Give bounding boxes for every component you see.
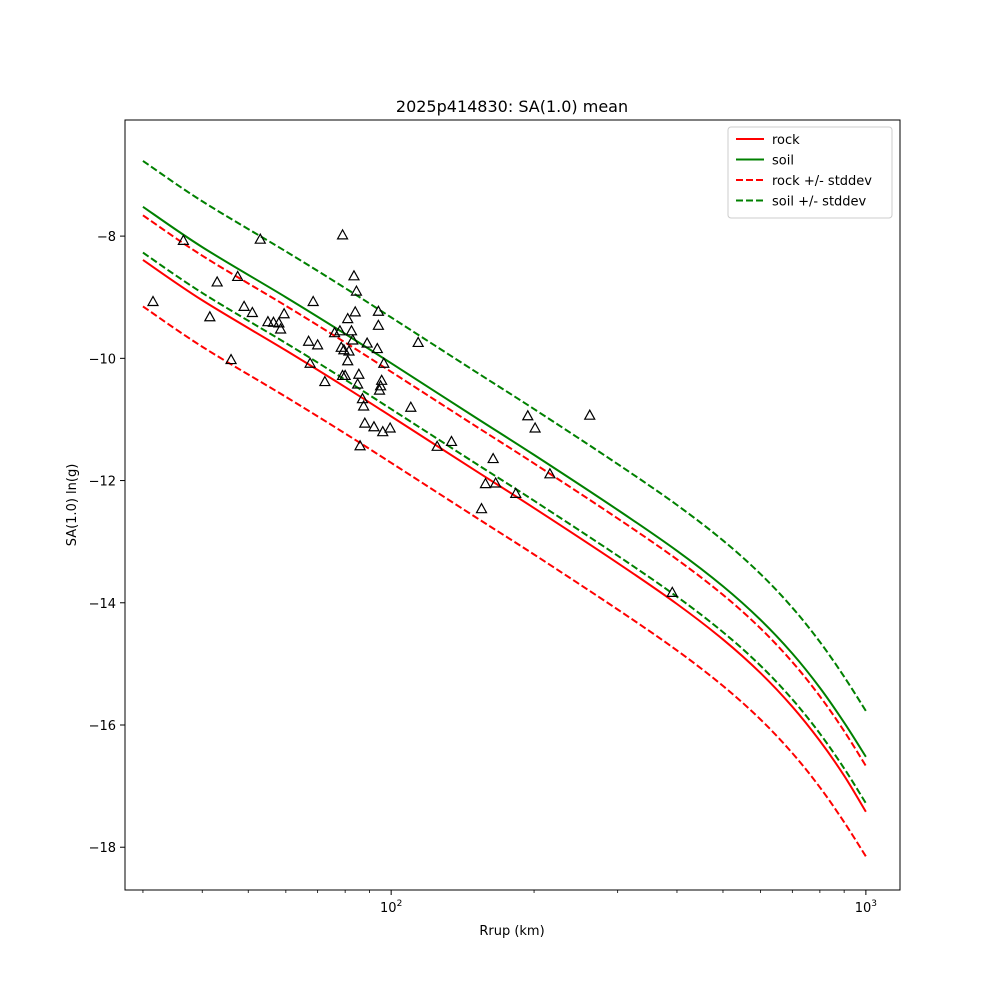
observation-point xyxy=(307,295,320,307)
observation-point xyxy=(341,312,354,324)
chart-title: 2025p414830: SA(1.0) mean xyxy=(396,97,628,116)
observation-point xyxy=(342,344,356,356)
observation-point xyxy=(346,333,359,345)
observation-points xyxy=(146,228,679,597)
y-tick-label: −14 xyxy=(89,597,116,612)
observation-point xyxy=(341,354,354,366)
observation-point xyxy=(357,399,370,411)
observation-point xyxy=(489,476,502,488)
observation-point xyxy=(374,379,387,391)
observation-point xyxy=(349,305,362,317)
observation-point xyxy=(351,377,364,389)
observation-point xyxy=(666,586,679,597)
observation-point xyxy=(246,306,259,318)
observation-point xyxy=(412,336,425,348)
observation-point xyxy=(203,310,216,322)
observation-point xyxy=(347,269,361,281)
legend-label-soil: soil xyxy=(772,154,794,169)
legend: rock soil rock +/- stddev soil +/- stddev xyxy=(727,126,893,219)
y-axis-label: SA(1.0) ln(g) xyxy=(65,464,80,547)
observation-point xyxy=(361,336,374,348)
observation-point xyxy=(345,324,358,336)
series-line-3 xyxy=(142,305,867,857)
plot-frame xyxy=(124,119,901,891)
observation-point xyxy=(238,300,251,311)
observation-point xyxy=(371,342,384,354)
x-axis-label: Rrup (km) xyxy=(479,924,544,939)
observation-point xyxy=(350,284,363,296)
observation-point xyxy=(475,502,488,514)
series-line-1-soil xyxy=(142,205,867,758)
observation-point xyxy=(583,408,596,420)
observation-point xyxy=(521,409,534,421)
observation-point xyxy=(311,338,324,350)
observation-point xyxy=(543,467,556,479)
observation-point xyxy=(372,319,385,330)
observation-point xyxy=(367,420,380,432)
observation-point xyxy=(274,322,287,334)
observation-point xyxy=(445,435,458,447)
observation-point xyxy=(372,305,385,316)
observation-point xyxy=(354,439,367,451)
y-tick-label: −16 xyxy=(89,719,116,734)
observation-point xyxy=(336,228,349,240)
observation-point xyxy=(278,307,291,319)
y-tick-label: −10 xyxy=(89,352,116,367)
series-line-5 xyxy=(142,251,867,804)
observation-point xyxy=(529,421,542,433)
observation-point xyxy=(335,341,348,352)
observation-point xyxy=(479,477,492,489)
observation-point xyxy=(384,421,397,433)
observation-point xyxy=(509,487,522,498)
series-line-4-soil-stddev xyxy=(142,160,867,712)
observation-point xyxy=(261,315,274,327)
observation-point xyxy=(358,416,371,428)
y-tick-label: −18 xyxy=(89,841,116,856)
legend-label-rock: rock xyxy=(772,133,800,148)
observation-point xyxy=(231,270,244,282)
observation-point xyxy=(487,452,500,464)
observation-point xyxy=(339,369,352,381)
observation-point xyxy=(337,343,350,355)
observation-point xyxy=(377,356,390,368)
observation-point xyxy=(304,356,317,368)
observation-point xyxy=(267,316,280,327)
y-axis: −8 −10 −12 −14 −16 −18 xyxy=(89,230,125,856)
observation-point xyxy=(352,367,365,379)
legend-label-soil-stddev: soil +/- stddev xyxy=(772,195,867,210)
observation-point xyxy=(177,234,190,245)
observation-point xyxy=(254,232,267,244)
observation-point xyxy=(211,275,224,287)
series-line-0-rock xyxy=(142,259,867,813)
observation-point xyxy=(302,334,315,346)
observation-point xyxy=(333,324,346,336)
series-line-2-rock-stddev xyxy=(142,214,867,767)
observation-point xyxy=(225,353,238,365)
legend-label-rock-stddev: rock +/- stddev xyxy=(772,174,872,189)
observation-point xyxy=(146,295,160,307)
observation-point xyxy=(431,440,444,451)
series-layer xyxy=(142,160,867,857)
observation-point xyxy=(318,375,331,387)
observation-point xyxy=(375,374,388,385)
legend-box xyxy=(727,126,893,219)
y-tick-label: −12 xyxy=(89,475,116,490)
observation-point xyxy=(404,400,417,412)
y-tick-label: −8 xyxy=(97,230,116,245)
